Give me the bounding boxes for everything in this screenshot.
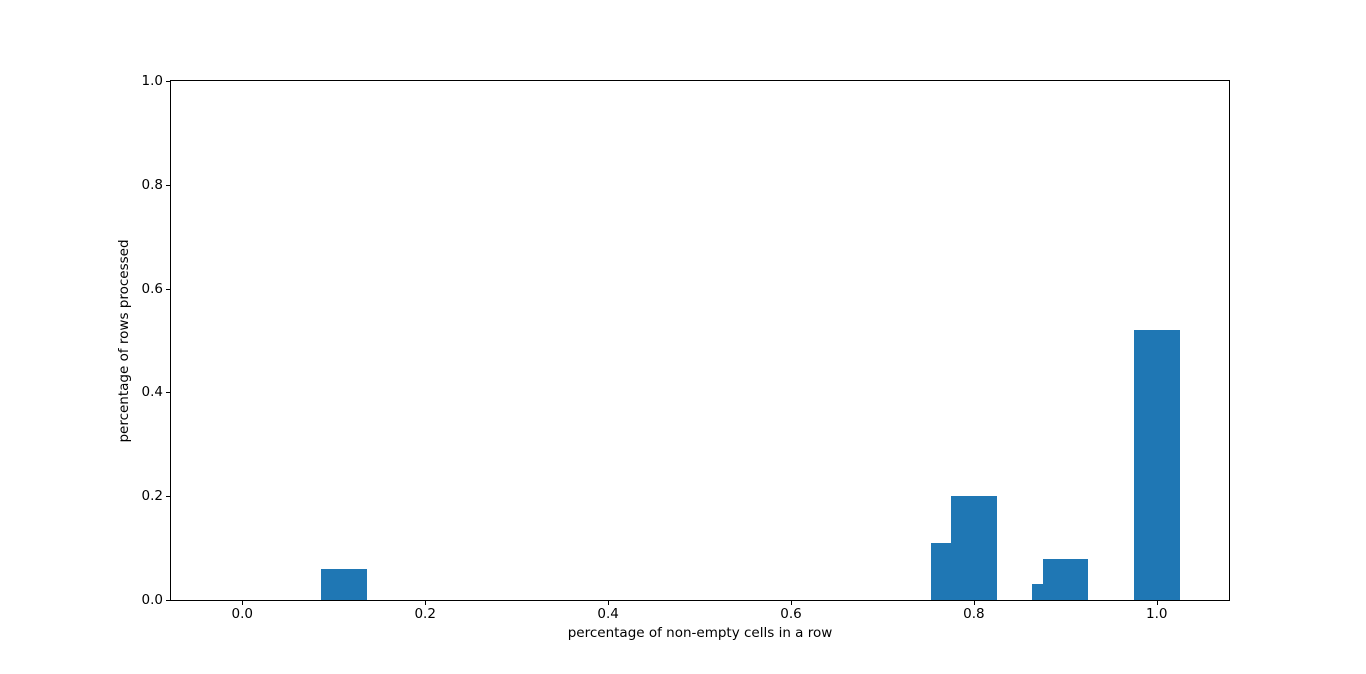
x-axis-label: percentage of non-empty cells in a row bbox=[567, 625, 833, 641]
y-tick-label: 0.2 bbox=[141, 488, 163, 505]
x-tick-label: 0.4 bbox=[597, 606, 619, 622]
x-tick-mark bbox=[425, 601, 427, 605]
x-tick-label: 0.6 bbox=[780, 606, 802, 622]
y-tick-label: 1.0 bbox=[141, 73, 163, 89]
x-tick-mark bbox=[242, 601, 244, 605]
y-tick-mark bbox=[166, 288, 170, 290]
x-tick-mark bbox=[791, 601, 792, 605]
plot-area bbox=[171, 81, 1229, 600]
y-tick-mark bbox=[166, 392, 170, 394]
x-tick-label: 0.2 bbox=[414, 606, 436, 622]
histogram-bar bbox=[1133, 330, 1180, 600]
y-tick-mark bbox=[166, 496, 170, 498]
x-tick-mark bbox=[973, 601, 975, 605]
x-tick-label: 0.0 bbox=[231, 606, 254, 622]
y-tick-mark bbox=[166, 600, 170, 601]
histogram-bar bbox=[951, 496, 997, 600]
y-axis-label: percentage of rows processed bbox=[116, 239, 132, 443]
x-tick-mark bbox=[1156, 601, 1158, 605]
x-tick-label: 0.8 bbox=[963, 606, 985, 622]
y-tick-label: 0.8 bbox=[141, 176, 163, 193]
histogram-bar bbox=[321, 568, 367, 600]
y-tick-label: 0.0 bbox=[141, 592, 163, 608]
histogram-bar bbox=[1042, 558, 1089, 600]
y-tick-label: 0.6 bbox=[141, 280, 163, 297]
y-tick-mark bbox=[166, 184, 170, 186]
x-tick-label: 1.0 bbox=[1146, 606, 1168, 622]
x-tick-mark bbox=[608, 601, 610, 605]
y-tick-mark bbox=[166, 81, 170, 82]
y-tick-label: 0.4 bbox=[141, 384, 163, 401]
